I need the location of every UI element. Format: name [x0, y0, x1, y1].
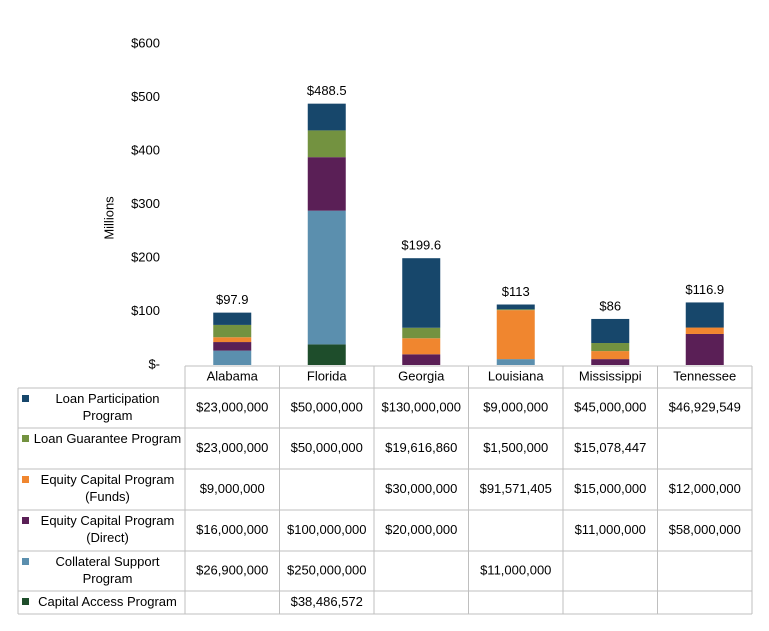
bar-segment: [402, 258, 441, 328]
table-cell: $23,000,000: [196, 440, 268, 455]
bar-segment: [496, 304, 535, 310]
table-cell: $1,500,000: [483, 440, 548, 455]
x-tick-label: Alabama: [207, 368, 259, 383]
legend-label: Collateral Support Program: [55, 554, 160, 586]
table-cell: $23,000,000: [196, 399, 268, 414]
y-tick-label: $200: [131, 249, 160, 264]
x-tick-label: Louisiana: [488, 368, 544, 383]
bar-segment: [307, 130, 346, 158]
table-cell: $9,000,000: [483, 399, 548, 414]
table-cell: $130,000,000: [381, 399, 461, 414]
legend-label: Equity Capital Program (Direct): [40, 513, 175, 545]
bar-segment: [685, 302, 724, 328]
y-tick-label: $400: [131, 142, 160, 157]
legend-entry: Collateral Support Program: [20, 553, 183, 591]
bar-segment: [402, 338, 441, 355]
total-label: $199.6: [401, 238, 441, 253]
bar-segment: [685, 327, 724, 334]
table-cell: $250,000,000: [287, 562, 367, 577]
table-cell: $16,000,000: [196, 522, 268, 537]
table-cell: $100,000,000: [287, 522, 367, 537]
bar-segment: [213, 337, 252, 343]
x-tick-label: Florida: [307, 368, 348, 383]
bar-segment: [213, 312, 252, 325]
bar-segment: [402, 327, 441, 339]
legend-item: Loan Participation Program: [20, 390, 183, 428]
legend-label: Capital Access Program: [38, 594, 177, 609]
x-tick-label: Georgia: [398, 368, 445, 383]
x-tick-label: Tennessee: [673, 368, 736, 383]
legend-label: Loan Participation Program: [55, 391, 160, 423]
y-tick-label: $600: [131, 35, 160, 50]
legend-swatch: [22, 558, 29, 565]
table-cell: $19,616,860: [385, 440, 457, 455]
legend-swatch: [22, 476, 29, 483]
y-tick-label: $-: [148, 356, 160, 371]
bar-segment: [591, 359, 630, 365]
legend-label: Equity Capital Program (Funds): [40, 472, 175, 504]
y-tick-label: $300: [131, 196, 160, 211]
bar-segment: [496, 309, 535, 311]
x-tick-label: Mississippi: [579, 368, 642, 383]
legend-swatch: [22, 598, 29, 605]
table-cell: $15,000,000: [574, 481, 646, 496]
bar-segment: [307, 103, 346, 131]
bar-segment: [685, 333, 724, 365]
y-tick-label: $500: [131, 89, 160, 104]
bar-segment: [496, 310, 535, 360]
legend-swatch: [22, 395, 29, 402]
table-cell: $50,000,000: [291, 399, 363, 414]
bar-segment: [402, 354, 441, 365]
y-tick-label: $100: [131, 303, 160, 318]
table-cell: $45,000,000: [574, 399, 646, 414]
legend-entry: Loan Participation Program: [20, 390, 183, 428]
legend-swatch: [22, 435, 29, 442]
table-cell: $20,000,000: [385, 522, 457, 537]
total-label: $116.9: [685, 282, 724, 297]
legend-entry: Loan Guarantee Program: [20, 430, 183, 469]
total-label: $86: [599, 298, 621, 313]
bar-segment: [213, 324, 252, 338]
table-cell: $46,929,549: [669, 399, 741, 414]
bar-segment: [307, 210, 346, 345]
legend-item: Equity Capital Program (Funds): [20, 471, 183, 510]
table-cell: $12,000,000: [669, 481, 741, 496]
legend-item: Collateral Support Program: [20, 553, 183, 591]
bar-segment: [591, 318, 630, 344]
table-cell: $26,900,000: [196, 562, 268, 577]
table-cell: $50,000,000: [291, 440, 363, 455]
y-axis-title: Millions: [101, 196, 116, 240]
table-cell: $9,000,000: [200, 481, 265, 496]
legend-item: Equity Capital Program (Direct): [20, 512, 183, 551]
legend-entry: Equity Capital Program (Direct): [20, 512, 183, 551]
bar-segment: [496, 359, 535, 365]
total-label: $113: [502, 284, 530, 299]
legend-swatch: [22, 517, 29, 524]
total-label: $97.9: [216, 292, 249, 307]
legend-entry: Capital Access Program: [20, 593, 183, 614]
bar-segment: [307, 157, 346, 211]
table-cell: $38,486,572: [291, 594, 363, 609]
legend-item: Loan Guarantee Program: [20, 430, 183, 469]
table-cell: $15,078,447: [574, 440, 646, 455]
total-label: $488.5: [307, 83, 347, 98]
legend-item: Capital Access Program: [20, 593, 183, 614]
bar-segment: [591, 351, 630, 360]
table-cell: $11,000,000: [480, 562, 551, 577]
bar-segment: [213, 342, 252, 351]
table-cell: $91,571,405: [480, 481, 552, 496]
table-cell: $30,000,000: [385, 481, 457, 496]
bar-segment: [213, 350, 252, 365]
bar-segment: [591, 343, 630, 352]
legend-entry: Equity Capital Program (Funds): [20, 471, 183, 510]
legend-label: Loan Guarantee Program: [33, 431, 182, 446]
table-cell: $11,000,000: [575, 522, 646, 537]
table-cell: $58,000,000: [669, 522, 741, 537]
bar-segment: [307, 344, 346, 365]
